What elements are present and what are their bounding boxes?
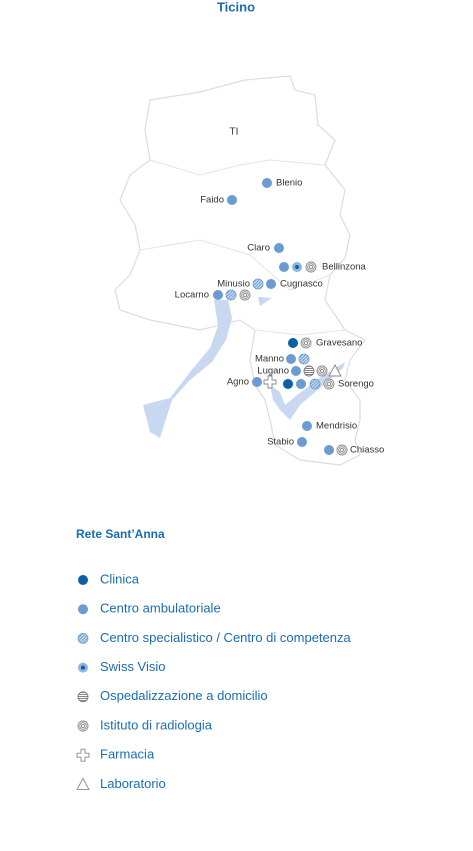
place-label: Blenio: [276, 178, 302, 189]
legend-label: Clinica: [100, 571, 140, 586]
clinic-icon: [283, 379, 293, 389]
place-label: Claro: [247, 243, 270, 254]
place-label: Lugano: [257, 366, 289, 377]
radiology-icon: [319, 368, 325, 374]
homecare-icon: [303, 365, 315, 377]
radiology-icon: [307, 263, 315, 271]
clinic-icon: [78, 575, 88, 585]
title: Ticino: [217, 0, 255, 14]
legend-label: Farmacia: [100, 747, 155, 762]
ambulatory-icon: [291, 366, 301, 376]
specialist-icon: [298, 353, 310, 365]
place-label: Mendrisio: [316, 421, 357, 432]
ambulatory-icon: [279, 262, 289, 272]
lab-icon: [76, 777, 90, 790]
radiology-icon: [241, 291, 249, 299]
place-label: Locarno: [175, 290, 209, 301]
homecare-icon: [77, 691, 89, 703]
radiology-icon: [303, 340, 309, 346]
ambulatory-icon: [262, 178, 272, 188]
ambulatory-icon: [227, 195, 237, 205]
inner-border: [149, 159, 326, 176]
radiology-icon: [308, 264, 314, 270]
ambulatory-icon: [274, 243, 284, 253]
ambulatory-icon: [296, 379, 306, 389]
lab-icon: [328, 364, 342, 377]
specialist-icon: [252, 278, 264, 290]
specialist-icon: [309, 378, 321, 390]
inner-border: [139, 239, 331, 291]
radiology-icon: [338, 446, 346, 454]
ambulatory-icon: [266, 279, 276, 289]
radiology-icon: [339, 447, 345, 453]
radiology-icon: [242, 292, 248, 298]
ambulatory-icon: [286, 354, 296, 364]
place-label: Bellinzona: [322, 262, 367, 273]
legend-label: Ospedalizzazione a domicilio: [100, 688, 268, 703]
place-label: Faido: [200, 195, 224, 206]
legend-label: Laboratorio: [100, 776, 166, 791]
radiology-icon: [79, 722, 87, 730]
place-label: Gravesano: [316, 338, 362, 349]
ambulatory-icon: [252, 377, 262, 387]
place-label: Agno: [227, 377, 249, 388]
legend-title: Rete Sant’Anna: [76, 527, 165, 541]
specialist-icon: [77, 633, 89, 644]
visio-icon-center: [295, 265, 299, 269]
pharmacy-icon: [76, 748, 90, 762]
radiology-icon: [325, 380, 333, 388]
place-label: Cugnasco: [280, 279, 323, 290]
visio-icon-center: [81, 665, 85, 670]
ambulatory-icon: [324, 445, 334, 455]
place-label: Chiasso: [350, 445, 384, 456]
legend-label: Swiss Visio: [100, 659, 166, 674]
inner-border: [254, 329, 346, 336]
ambulatory-icon: [78, 604, 88, 615]
legend-label: Istituto di radiologia: [100, 717, 213, 732]
region-label: TI: [230, 127, 239, 138]
pharmacy-icon: [263, 375, 277, 389]
ambulatory-icon: [302, 421, 312, 431]
radiology-icon: [302, 339, 310, 347]
radiology-icon: [326, 381, 332, 387]
radiology-icon: [318, 367, 326, 375]
legend-label: Centro specialistico / Centro di compete…: [100, 630, 352, 645]
region-outline: [114, 75, 366, 466]
lake: [270, 362, 345, 420]
lake: [143, 300, 232, 438]
ambulatory-icon: [213, 290, 223, 300]
place-label: Manno: [255, 354, 284, 365]
specialist-icon: [225, 289, 237, 301]
place-label: Sorengo: [338, 379, 374, 390]
legend-label: Centro ambulatoriale: [100, 601, 221, 616]
radiology-icon: [80, 723, 86, 729]
clinic-icon: [288, 338, 298, 348]
place-label: Minusio: [217, 279, 250, 290]
lake: [258, 297, 272, 306]
ambulatory-icon: [297, 437, 307, 447]
place-label: Stabio: [267, 437, 294, 448]
